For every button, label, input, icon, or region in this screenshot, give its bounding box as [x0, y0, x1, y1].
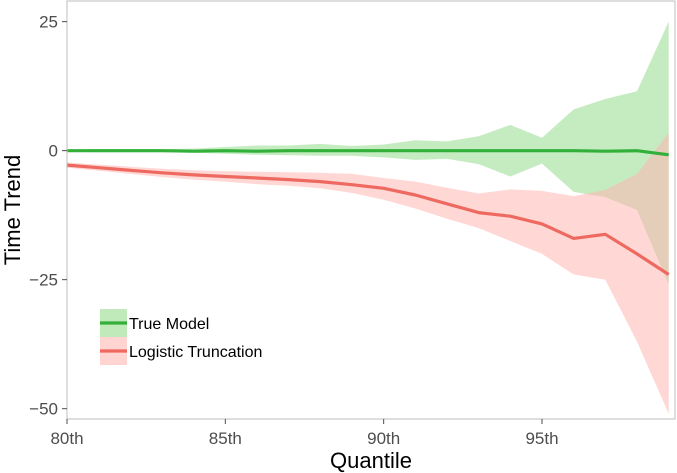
x-axis-title: Quantile: [330, 448, 412, 473]
x-axis: 80th 85th 90th 95th: [50, 419, 559, 448]
true-model-legend-label: True Model: [129, 316, 209, 333]
x-tick-label: 90th: [367, 429, 400, 448]
y-tick-label: −25: [29, 271, 58, 290]
y-axis: 25 0 −25 −50: [29, 13, 67, 419]
logistic-truncation-line: [66, 163, 670, 276]
y-tick-label: 25: [39, 13, 58, 32]
logistic-truncation-confidence-ribbon: [67, 132, 669, 414]
legend: True Model Logistic Truncation: [100, 309, 262, 365]
confidence-ribbons: [67, 21, 669, 414]
plot-panel-border: [66, 0, 676, 420]
series-lines: [66, 149, 670, 276]
true-model-line: [67, 149, 669, 157]
true-model-confidence-ribbon: [67, 21, 669, 285]
y-tick-label: 0: [49, 142, 58, 161]
x-tick-label: 85th: [209, 429, 242, 448]
logistic-truncation-legend-label: Logistic Truncation: [129, 344, 262, 361]
x-tick-label: 80th: [50, 429, 83, 448]
x-tick-label: 95th: [525, 429, 558, 448]
y-tick-label: −50: [29, 400, 58, 419]
y-axis-title: Time Trend: [0, 155, 25, 265]
